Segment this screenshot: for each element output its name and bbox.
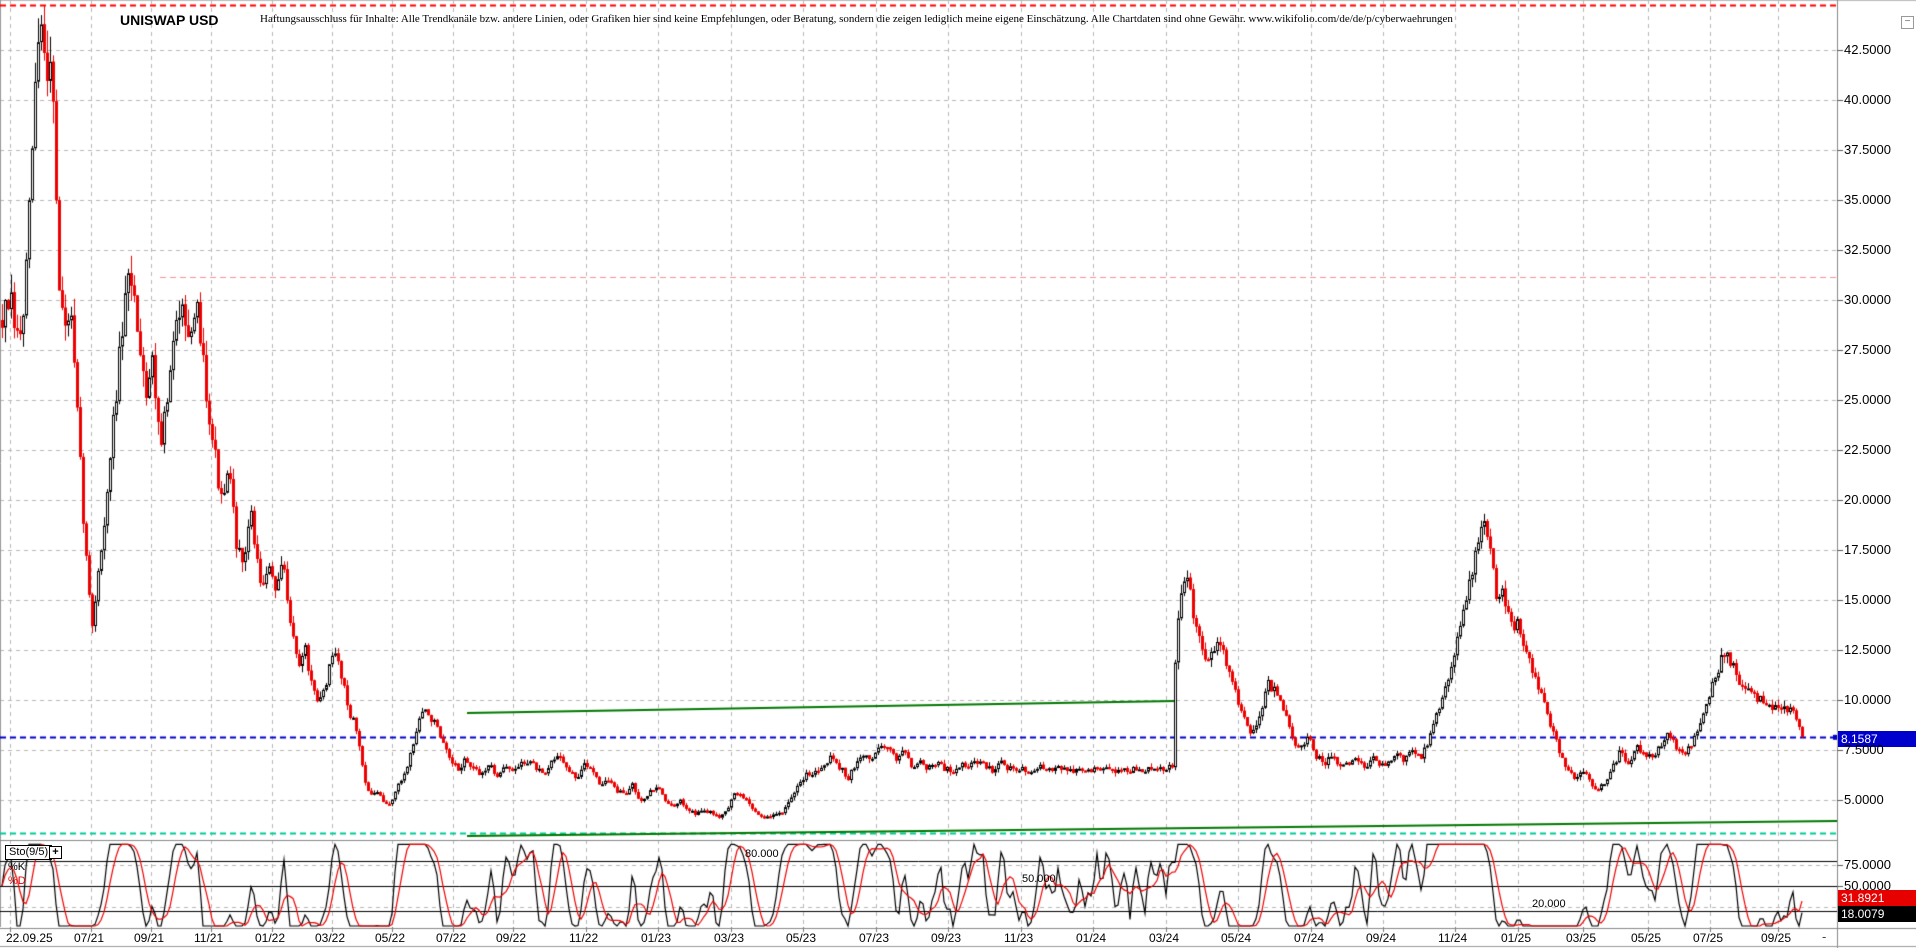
x-axis-label: 03/25 [1566,931,1597,945]
x-axis-label: 05/22 [375,931,406,945]
y-axis-label: 37.5000 [1844,142,1891,157]
add-indicator-icon[interactable]: + [49,846,62,859]
stochastic-level-label: 80.000 [745,848,779,860]
stochastic-d-label: %D [8,875,26,887]
y-axis-label: 17.5000 [1844,542,1891,557]
x-axis-label: 01/22 [255,931,286,945]
x-axis-label: 01/24 [1076,931,1107,945]
stochastic-k-value-tag: 18.0079 [1838,906,1916,922]
y-axis-label: 15.0000 [1844,592,1891,607]
y-axis-label: 12.5000 [1844,642,1891,657]
x-axis-label: 11/24 [1438,931,1468,945]
x-axis-first-label: 22.09.25 [6,931,53,945]
y-axis-label: 7.5000 [1844,742,1884,757]
x-axis-label: 09/24 [1366,931,1397,945]
collapse-icon[interactable]: − [1901,16,1914,29]
axis-minus-icon[interactable]: - [1822,929,1827,944]
x-axis-label: 09/22 [496,931,527,945]
stochastic-k-label: %K [8,861,26,873]
plot-area[interactable] [0,0,1837,927]
x-axis-label: 07/22 [436,931,467,945]
y-axis-label: 5.0000 [1844,792,1884,807]
y-axis-label: 35.0000 [1844,192,1891,207]
y-axis-label: 20.0000 [1844,492,1891,507]
y-axis-label: 30.0000 [1844,292,1891,307]
x-axis-label: 05/23 [786,931,817,945]
x-axis-label: 09/25 [1761,931,1792,945]
disclaimer-text: Haftungsausschluss für Inhalte: Alle Tre… [260,13,1453,25]
stochastic-axis-label: 50.0000 [1844,878,1891,893]
y-axis-label: 10.0000 [1844,692,1891,707]
x-axis-label: 07/21 [74,931,105,945]
x-axis-label: 11/23 [1004,931,1034,945]
stochastic-axis-label: 75.0000 [1844,857,1891,873]
chart-title: UNISWAP USD [120,12,219,28]
stochastic-legend-button[interactable]: Sto(9/5) [5,845,53,860]
y-axis-label: 32.5000 [1844,242,1891,257]
stochastic-level-label: 50.000 [1022,873,1056,885]
y-axis-label: 27.5000 [1844,342,1891,357]
x-axis-label: 05/24 [1221,931,1252,945]
x-axis-label: 09/21 [134,931,165,945]
stochastic-level-label: 20.000 [1532,897,1566,910]
x-axis-label: 11/22 [569,931,599,945]
y-axis-label: 22.5000 [1844,442,1891,457]
x-axis-label: 03/22 [315,931,346,945]
x-axis-label: 09/23 [931,931,962,945]
last-price-tag: 8.1587 [1838,731,1916,747]
x-axis-label: 03/24 [1149,931,1180,945]
y-axis-label: 25.0000 [1844,392,1891,407]
x-axis-label: 07/24 [1294,931,1325,945]
x-axis-label: 01/23 [641,931,672,945]
x-axis-label: 03/23 [714,931,745,945]
y-axis-label: 42.5000 [1844,42,1891,57]
y-axis-label: 40.0000 [1844,92,1891,107]
x-axis-label: 11/21 [194,931,224,945]
x-axis-label: 07/23 [859,931,890,945]
x-axis-label: 01/25 [1501,931,1532,945]
x-axis-label: 07/25 [1693,931,1724,945]
stochastic-d-value-tag: 31.8921 [1838,890,1916,906]
x-axis-label: 05/25 [1631,931,1662,945]
